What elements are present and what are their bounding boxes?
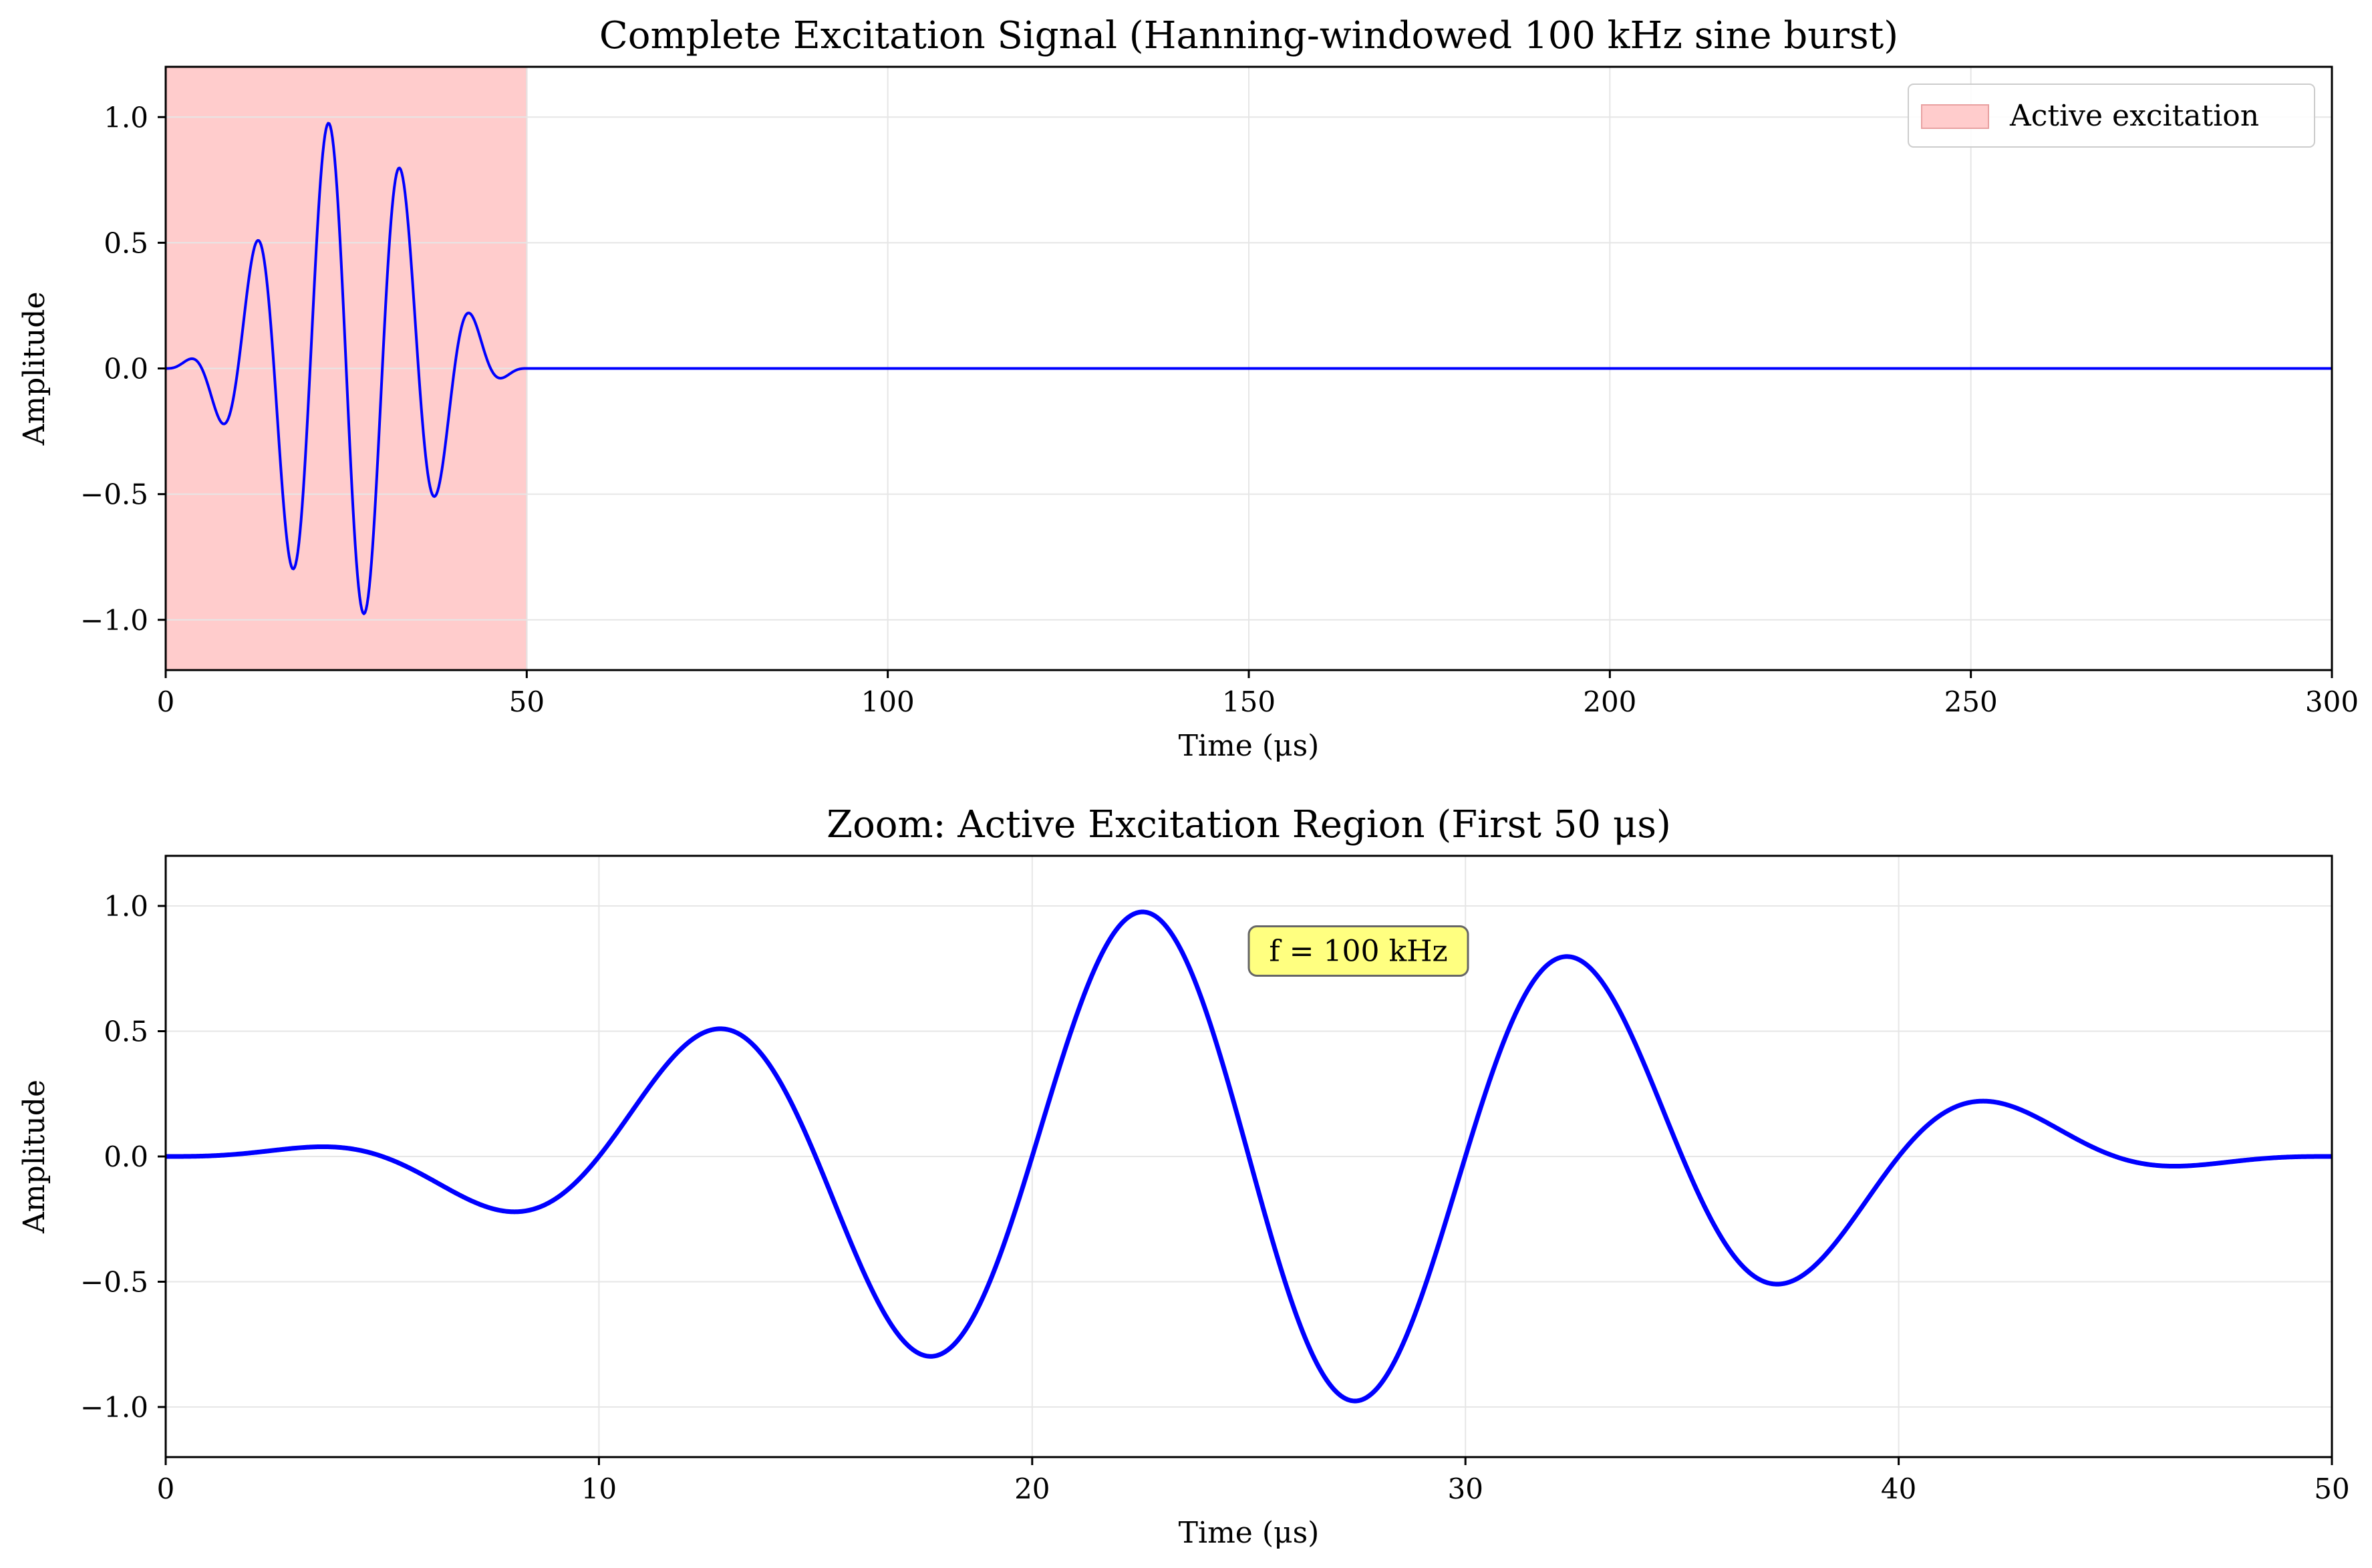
y-axis-label: Amplitude: [17, 1080, 51, 1234]
x-tick-label: 300: [2305, 685, 2359, 718]
x-tick-label: 10: [581, 1472, 617, 1505]
x-axis-label: Time (μs): [1179, 729, 1320, 763]
y-tick-label: −0.5: [80, 1266, 148, 1299]
frequency-annotation: f = 100 kHz: [1247, 925, 1469, 977]
x-tick-label: 250: [1944, 685, 1998, 718]
legend-swatch: [1921, 104, 1989, 129]
y-tick-label: 0.5: [104, 226, 148, 259]
y-axis-label: Amplitude: [17, 291, 51, 446]
x-tick-label: 40: [1881, 1472, 1916, 1505]
annotation-box: [1247, 925, 1469, 977]
x-axis-label: Time (μs): [1179, 1516, 1320, 1550]
y-tick-label: −0.5: [80, 478, 148, 511]
signal-line: [166, 909, 2332, 1404]
x-tick-label: 50: [2314, 1472, 2349, 1505]
overview-plot: 0 50 100 150 200 250 300 −1.0 −0.5 0.0 0.5 1.0 Compl…: [17, 14, 2359, 763]
x-tick-label: 200: [1583, 685, 1636, 718]
x-tick-label: 50: [509, 685, 545, 718]
y-tick-label: 1.0: [104, 101, 148, 134]
x-tick-label: 0: [157, 685, 175, 718]
x-tick-label: 20: [1014, 1472, 1050, 1505]
legend-box: [1908, 84, 2315, 148]
x-tick-label: 30: [1447, 1472, 1483, 1505]
annotation-text: f = 100 kHz: [1269, 935, 1447, 969]
y-tick-label: 0.0: [104, 1140, 148, 1173]
x-tick-label: 100: [861, 685, 915, 718]
signal-line: [166, 122, 2332, 615]
y-tick-label: −1.0: [80, 604, 148, 637]
chart-title: Complete Excitation Signal (Hanning-wind…: [599, 14, 1898, 57]
legend-label: Active excitation: [2009, 99, 2259, 133]
y-tick-label: 0.0: [104, 353, 148, 385]
x-tick-label: 150: [1222, 685, 1276, 718]
y-tick-label: −1.0: [80, 1391, 148, 1424]
y-tick-label: 0.5: [104, 1015, 148, 1048]
chart-title: Zoom: Active Excitation Region (First 50…: [827, 803, 1671, 846]
x-tick-label: 0: [157, 1472, 175, 1505]
legend: Active excitation: [1908, 84, 2315, 148]
y-tick-label: 1.0: [104, 890, 148, 923]
zoom-plot: 0 10 20 30 40 50 −1.0 −0.5 0.0 0.5 1.0 Zoom: Active…: [17, 803, 2350, 1550]
